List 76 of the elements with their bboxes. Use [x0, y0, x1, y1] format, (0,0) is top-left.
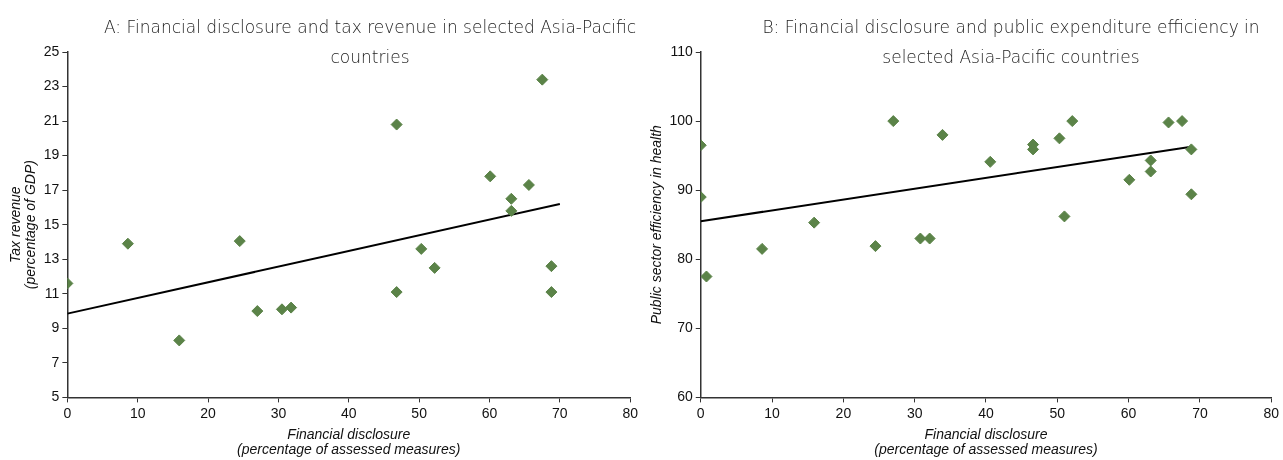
y-axis-title: Public sector efficiency in health — [647, 124, 664, 325]
x-tick-label: 50 — [411, 404, 428, 421]
point — [484, 170, 497, 183]
x-axis-title: Financial disclosure (percentage of assessed measures) — [874, 425, 1098, 458]
point — [545, 286, 558, 299]
point — [536, 73, 549, 86]
x-axis-title: Financial disclosure (percentage of assessed measures) — [237, 425, 461, 458]
point — [1176, 115, 1189, 128]
x-tick-label: 70 — [552, 404, 568, 421]
point — [1123, 173, 1136, 186]
x-tick-label: 20 — [835, 404, 852, 421]
point — [923, 232, 936, 245]
point — [1066, 115, 1079, 128]
y-tick-label: 80 — [677, 250, 693, 267]
y-tick-label: 70 — [677, 319, 693, 336]
x-tick-label: 40 — [341, 404, 357, 421]
point — [756, 242, 769, 255]
point — [173, 334, 186, 347]
point — [522, 178, 535, 191]
y-tick-label: 15 — [43, 215, 60, 232]
x-tick-label: 30 — [270, 404, 287, 421]
point — [1185, 143, 1198, 156]
y-tick-label: 100 — [669, 111, 693, 128]
x-tick-label: 70 — [1192, 404, 1208, 421]
y-tick-label: 21 — [43, 111, 60, 128]
y-tick-label: 11 — [44, 284, 60, 301]
point — [700, 270, 713, 283]
y-tick-label: 60 — [677, 388, 693, 405]
y-tick-label: 13 — [43, 250, 60, 267]
point — [936, 128, 949, 141]
point — [390, 286, 403, 299]
y-axis-title: Tax revenue (percentage of GDP) — [6, 160, 38, 290]
x-tick-label: 80 — [622, 404, 639, 421]
point — [1058, 210, 1071, 223]
x-tick-label: 0 — [696, 404, 705, 421]
point — [1162, 116, 1175, 129]
x-tick-label: 10 — [764, 404, 781, 421]
y-tick-label: 19 — [43, 146, 60, 163]
point — [505, 192, 518, 205]
x-tick-label: 30 — [906, 404, 923, 421]
x-tick-label: 60 — [481, 404, 498, 421]
y-tick-label: 23 — [43, 77, 60, 94]
point — [505, 204, 518, 217]
point — [415, 242, 428, 255]
x-tick-label: 20 — [200, 404, 217, 421]
point — [869, 240, 882, 253]
point — [1144, 154, 1157, 167]
x-tick-label: 80 — [1263, 404, 1280, 421]
x-tick-label: 10 — [129, 404, 146, 421]
point — [121, 237, 134, 250]
y-tick-label: 7 — [51, 353, 60, 370]
point — [251, 305, 264, 318]
point — [808, 216, 821, 229]
y-tick-label: 5 — [51, 388, 60, 405]
chart-title: A: Financial disclosure and tax revenue in selected Asia-Pacific countries — [102, 16, 638, 69]
point — [275, 303, 288, 316]
x-tick-label: 60 — [1120, 404, 1137, 421]
point — [1144, 165, 1157, 178]
point — [233, 235, 246, 248]
y-tick-label: 110 — [670, 42, 693, 59]
point — [428, 261, 441, 274]
y-tick-label: 9 — [51, 319, 60, 336]
point — [390, 118, 403, 131]
y-tick-label: 25 — [43, 42, 60, 59]
x-tick-label: 50 — [1049, 404, 1066, 421]
point — [285, 301, 298, 314]
point — [984, 155, 997, 168]
x-tick-label: 40 — [978, 404, 994, 421]
point — [887, 115, 900, 128]
chart-title: B: Financial disclosure and public expenditure efficiency in selected Asia-Pacific countries — [761, 16, 1261, 69]
point — [545, 260, 558, 273]
y-tick-label: 90 — [677, 181, 693, 198]
x-tick-label: 0 — [63, 404, 72, 421]
y-tick-label: 17 — [43, 181, 60, 198]
point — [1053, 132, 1066, 145]
point — [1185, 188, 1198, 201]
